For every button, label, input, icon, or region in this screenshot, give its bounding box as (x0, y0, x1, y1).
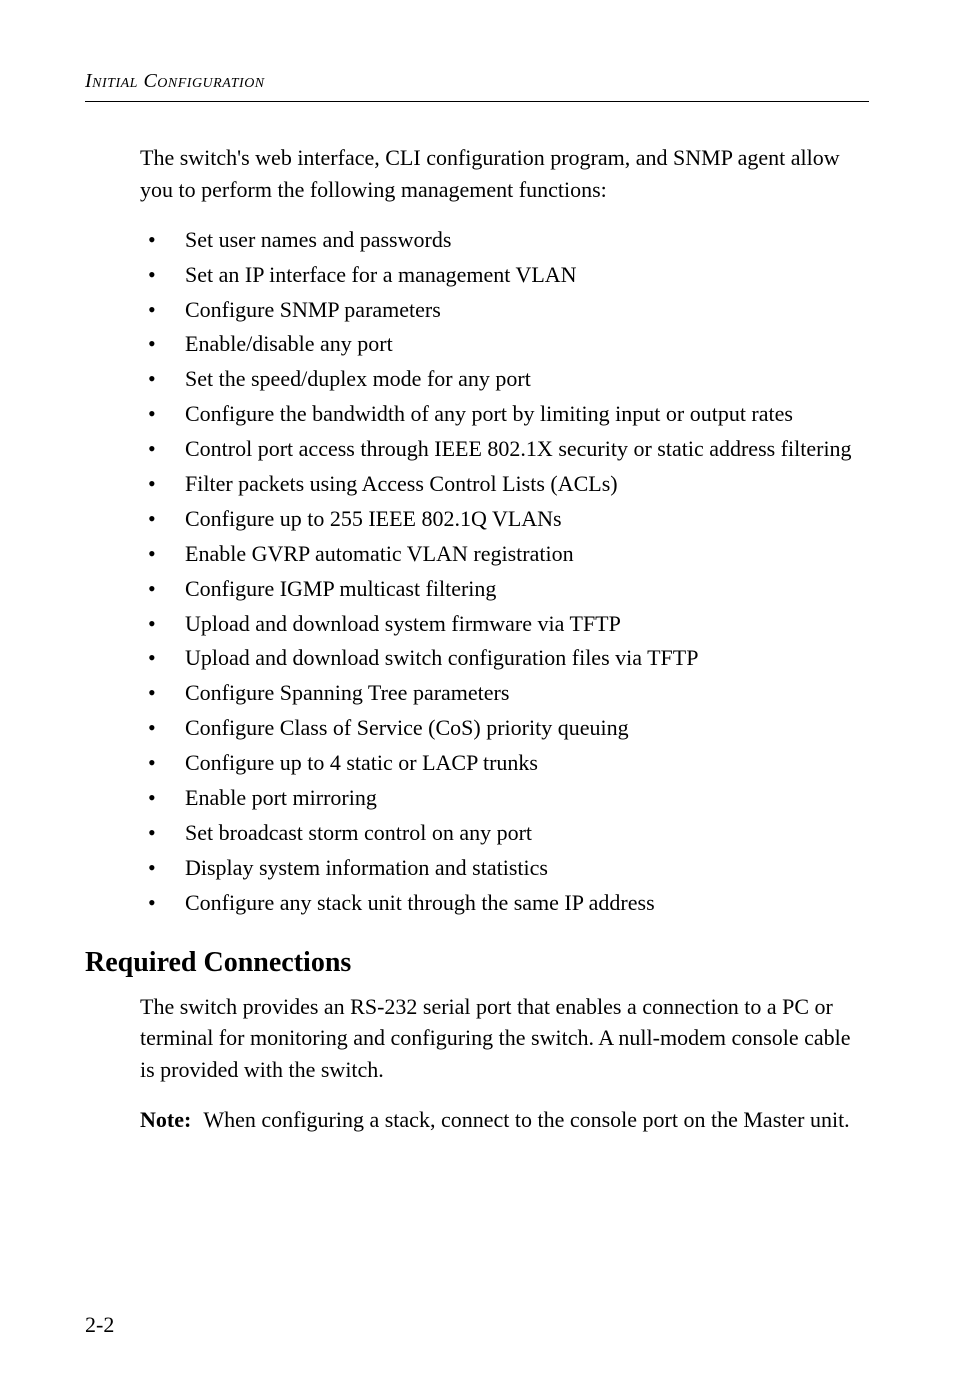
list-item: Set the speed/duplex mode for any port (140, 363, 869, 395)
note-text: When configuring a stack, connect to the… (203, 1104, 869, 1136)
section-heading: Required Connections (85, 947, 869, 979)
list-item: Display system information and statistic… (140, 852, 869, 884)
list-item: Upload and download switch configuration… (140, 642, 869, 674)
list-item: Configure up to 255 IEEE 802.1Q VLANs (140, 503, 869, 535)
list-item: Configure the bandwidth of any port by l… (140, 398, 869, 430)
feature-list: Set user names and passwords Set an IP i… (140, 224, 869, 919)
list-item: Upload and download system firmware via … (140, 608, 869, 640)
list-item: Enable/disable any port (140, 328, 869, 360)
list-item: Configure up to 4 static or LACP trunks (140, 747, 869, 779)
intro-paragraph: The switch's web interface, CLI configur… (140, 142, 869, 206)
page-number: 2-2 (85, 1312, 114, 1338)
list-item: Set an IP interface for a management VLA… (140, 259, 869, 291)
list-item: Enable GVRP automatic VLAN registration (140, 538, 869, 570)
list-item: Control port access through IEEE 802.1X … (140, 433, 869, 465)
note-block: Note: When configuring a stack, connect … (140, 1104, 869, 1136)
list-item: Configure Spanning Tree parameters (140, 677, 869, 709)
list-item: Configure any stack unit through the sam… (140, 887, 869, 919)
list-item: Configure Class of Service (CoS) priorit… (140, 712, 869, 744)
list-item: Enable port mirroring (140, 782, 869, 814)
list-item: Set user names and passwords (140, 224, 869, 256)
section-body: The switch provides an RS-232 serial por… (140, 991, 869, 1087)
list-item: Set broadcast storm control on any port (140, 817, 869, 849)
list-item: Filter packets using Access Control List… (140, 468, 869, 500)
header-rule (85, 101, 869, 102)
note-label: Note: (140, 1104, 203, 1136)
list-item: Configure SNMP parameters (140, 294, 869, 326)
list-item: Configure IGMP multicast filtering (140, 573, 869, 605)
running-header: Initial Configuration (85, 70, 869, 93)
